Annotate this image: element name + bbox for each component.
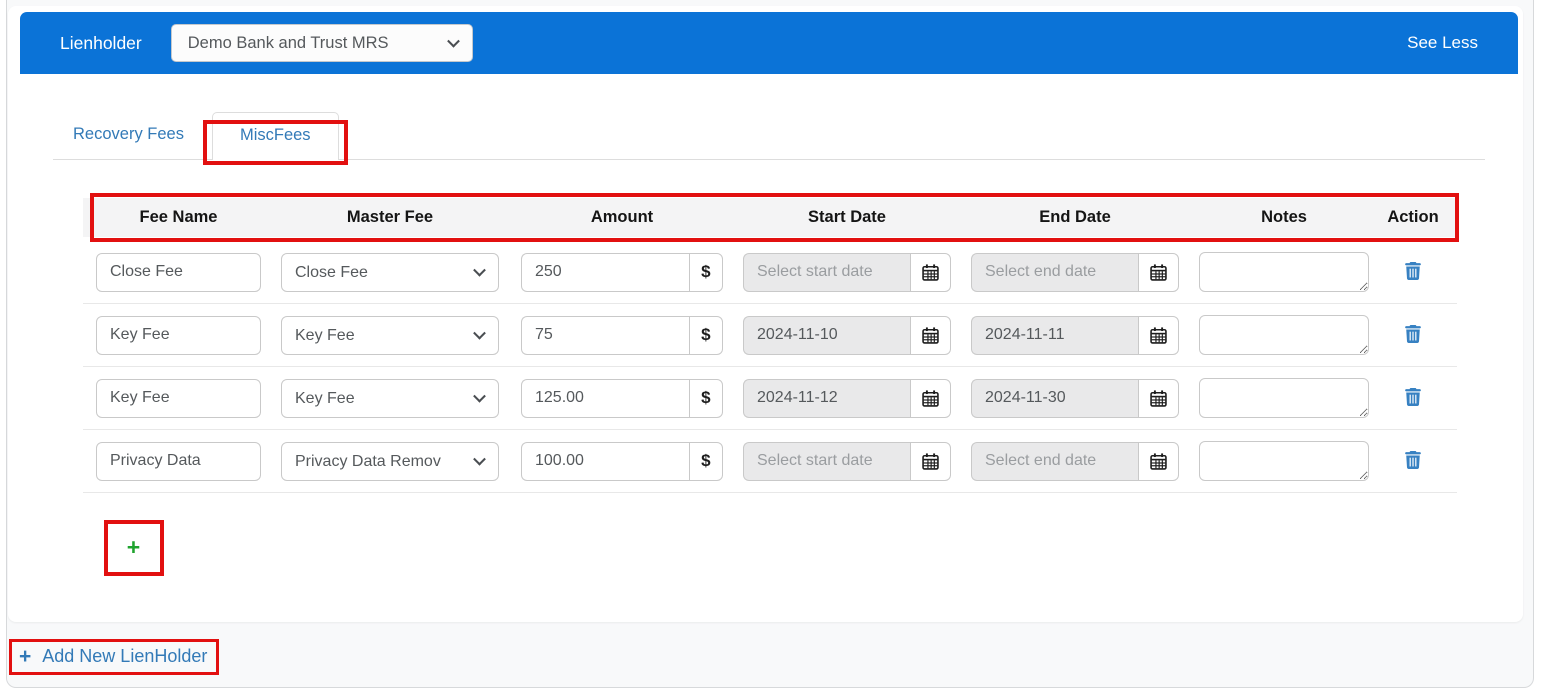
end-date-input[interactable] — [971, 252, 1139, 292]
plus-icon: + — [19, 644, 32, 668]
fee-name-input[interactable] — [96, 378, 261, 418]
amount-group: $ — [521, 441, 723, 481]
amount-input[interactable] — [521, 441, 689, 481]
lienholder-label: Lienholder — [60, 32, 142, 53]
currency-addon: $ — [688, 315, 723, 355]
column-header-master-fee: Master Fee — [346, 208, 434, 226]
trash-icon — [1405, 261, 1421, 283]
currency-addon: $ — [688, 441, 723, 481]
amount-group: $ — [521, 252, 723, 292]
calendar-icon[interactable] — [1138, 441, 1179, 481]
lienholder-select-control[interactable]: Demo Bank and Trust MRS — [170, 24, 473, 62]
calendar-icon[interactable] — [910, 315, 951, 355]
currency-addon: $ — [688, 252, 723, 292]
tab-recovery-fees[interactable]: Recovery Fees — [73, 125, 184, 143]
master-fee-select[interactable]: Key Fee — [281, 315, 499, 355]
action-cell — [1369, 260, 1457, 285]
delete-row-button[interactable] — [1403, 323, 1423, 348]
trash-icon — [1405, 450, 1421, 472]
start-date-input[interactable] — [743, 252, 911, 292]
misc-fees-table: Fee Name Master Fee Amount Start Date En… — [83, 193, 1459, 493]
notes-textarea[interactable] — [1199, 315, 1369, 355]
calendar-icon[interactable] — [910, 252, 951, 292]
master-fee-select[interactable]: Privacy Data Remov — [281, 441, 499, 481]
footer-link-wrap: + Add New LienHolder — [9, 639, 220, 675]
action-cell — [1369, 323, 1457, 348]
delete-row-button[interactable] — [1403, 449, 1423, 474]
lienholder-panel: Lienholder Demo Bank and Trust MRS See L… — [6, 0, 1534, 688]
calendar-icon[interactable] — [910, 441, 951, 481]
master-fee-select-control[interactable]: Key Fee — [281, 315, 499, 355]
column-header-amount: Amount — [590, 208, 654, 226]
see-less-link[interactable]: See Less — [1407, 33, 1478, 52]
action-cell — [1369, 386, 1457, 411]
column-header-fee-name: Fee Name — [139, 208, 218, 226]
add-new-lienholder-link[interactable]: + Add New LienHolder — [19, 646, 207, 667]
fee-row: Privacy Data Remov $ — [83, 430, 1457, 493]
master-fee-select-control[interactable]: Privacy Data Remov — [281, 441, 499, 481]
start-date-input[interactable] — [743, 315, 911, 355]
fee-name-input[interactable] — [96, 315, 261, 355]
currency-addon: $ — [688, 378, 723, 418]
fee-row: Key Fee $ — [83, 367, 1457, 430]
amount-group: $ — [521, 378, 723, 418]
notes-textarea[interactable] — [1199, 252, 1369, 292]
amount-input[interactable] — [521, 252, 689, 292]
amount-group: $ — [521, 315, 723, 355]
end-date-input[interactable] — [971, 315, 1139, 355]
column-header-notes: Notes — [1261, 208, 1307, 226]
action-cell — [1369, 449, 1457, 474]
lienholder-header-bar: Lienholder Demo Bank and Trust MRS See L… — [20, 12, 1518, 74]
calendar-icon[interactable] — [1138, 252, 1179, 292]
delete-row-button[interactable] — [1403, 260, 1423, 285]
fee-name-input[interactable] — [96, 441, 261, 481]
start-date-input[interactable] — [743, 378, 911, 418]
start-date-group — [743, 315, 951, 355]
lienholder-select[interactable]: Demo Bank and Trust MRS — [170, 24, 473, 62]
tab-bar: Recovery Fees MiscFees — [53, 106, 1485, 165]
start-date-group — [743, 378, 951, 418]
add-row-wrap: + — [104, 520, 164, 576]
start-date-group — [743, 441, 951, 481]
table-body: Close Fee $ — [83, 241, 1457, 493]
end-date-group — [971, 315, 1179, 355]
column-header-action: Action — [1387, 208, 1439, 226]
trash-icon — [1405, 387, 1421, 409]
fee-name-input[interactable] — [96, 252, 261, 292]
end-date-group — [971, 441, 1179, 481]
column-header-start-date: Start Date — [808, 208, 886, 226]
table-header-row: Fee Name Master Fee Amount Start Date En… — [83, 193, 1459, 242]
tab-misc-fees[interactable]: MiscFees — [211, 112, 339, 160]
notes-textarea[interactable] — [1199, 441, 1369, 481]
calendar-icon[interactable] — [1138, 315, 1179, 355]
fee-row: Key Fee $ — [83, 304, 1457, 367]
start-date-input[interactable] — [743, 441, 911, 481]
end-date-group — [971, 252, 1179, 292]
trash-icon — [1405, 324, 1421, 346]
tab-misc-fees-wrap: MiscFees — [202, 112, 348, 165]
master-fee-select-control[interactable]: Key Fee — [281, 378, 499, 418]
amount-input[interactable] — [521, 378, 689, 418]
notes-textarea[interactable] — [1199, 378, 1369, 418]
master-fee-select[interactable]: Close Fee — [281, 252, 499, 292]
start-date-group — [743, 252, 951, 292]
master-fee-select-control[interactable]: Close Fee — [281, 252, 499, 292]
amount-input[interactable] — [521, 315, 689, 355]
delete-row-button[interactable] — [1403, 386, 1423, 411]
column-header-end-date: End Date — [1039, 208, 1111, 226]
end-date-group — [971, 378, 1179, 418]
fee-row: Close Fee $ — [83, 241, 1457, 304]
add-new-lienholder-label: Add New LienHolder — [42, 646, 208, 666]
end-date-input[interactable] — [971, 441, 1139, 481]
calendar-icon[interactable] — [1138, 378, 1179, 418]
end-date-input[interactable] — [971, 378, 1139, 418]
calendar-icon[interactable] — [910, 378, 951, 418]
lienholder-card: Lienholder Demo Bank and Trust MRS See L… — [8, 6, 1523, 622]
add-row-button[interactable]: + — [118, 534, 149, 561]
master-fee-select[interactable]: Key Fee — [281, 378, 499, 418]
